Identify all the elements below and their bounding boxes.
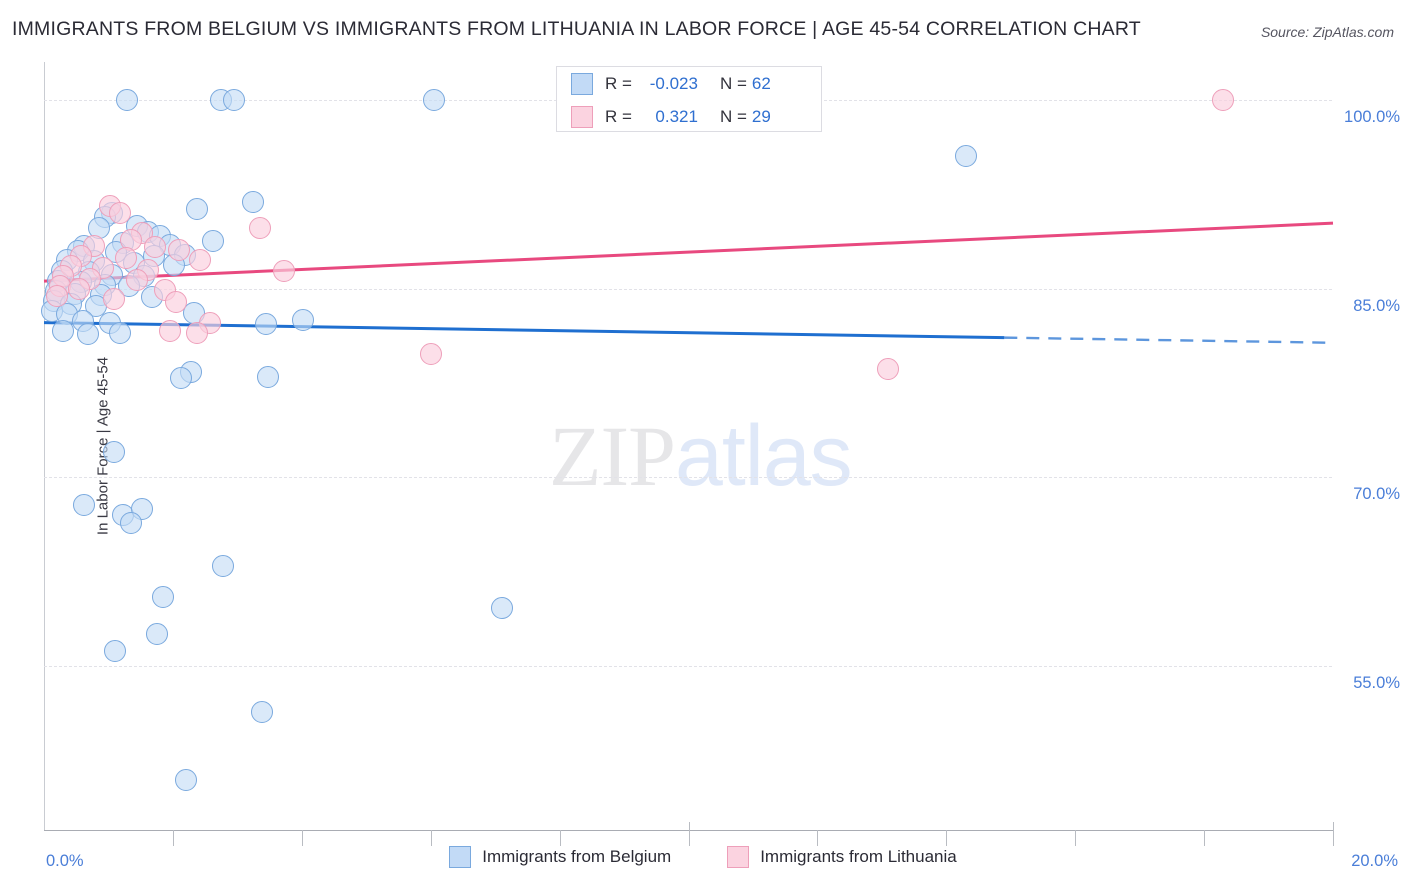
x-tick bbox=[688, 822, 690, 846]
data-point bbox=[954, 145, 977, 168]
data-point bbox=[422, 88, 445, 111]
data-point bbox=[109, 321, 132, 344]
data-point bbox=[52, 320, 75, 343]
y-tick-label: 55.0% bbox=[1353, 674, 1400, 693]
swatch-lithuania-icon bbox=[571, 105, 593, 128]
data-point bbox=[188, 248, 211, 271]
data-point bbox=[292, 309, 315, 332]
x-tick bbox=[172, 830, 174, 846]
data-point bbox=[169, 367, 192, 389]
y-tick-label: 85.0% bbox=[1353, 296, 1400, 315]
data-point bbox=[45, 285, 68, 308]
data-point bbox=[201, 229, 224, 252]
y-axis-line bbox=[44, 62, 45, 830]
x-tick bbox=[1333, 822, 1334, 846]
data-point bbox=[109, 202, 132, 225]
data-point bbox=[165, 291, 188, 314]
r-value-belgium: -0.023 bbox=[649, 73, 698, 93]
data-point bbox=[174, 768, 197, 791]
data-point bbox=[143, 236, 166, 259]
data-point bbox=[242, 190, 265, 213]
data-point bbox=[152, 586, 175, 609]
r-label-belgium: R = bbox=[605, 73, 632, 93]
watermark: ZIPatlas bbox=[549, 406, 853, 506]
stats-legend-box: R = -0.023 N = 62 R = 0.321 N = 29 bbox=[556, 66, 822, 132]
data-point bbox=[212, 554, 235, 577]
data-point bbox=[68, 277, 91, 300]
x-tick bbox=[559, 830, 561, 846]
data-point bbox=[186, 321, 209, 344]
data-point bbox=[250, 700, 273, 723]
data-point bbox=[168, 238, 191, 261]
legend-label-belgium: Immigrants from Belgium bbox=[482, 847, 672, 866]
data-point bbox=[76, 322, 99, 345]
x-tick bbox=[1075, 830, 1077, 846]
y-tick-label: 70.0% bbox=[1353, 485, 1400, 504]
r-label-lithuania: R = bbox=[605, 106, 632, 126]
swatch-belgium-icon bbox=[571, 72, 593, 95]
data-point bbox=[877, 358, 900, 381]
gridline bbox=[44, 288, 1332, 290]
data-point bbox=[223, 88, 246, 111]
legend-label-lithuania: Immigrants from Lithuania bbox=[760, 847, 957, 866]
n-value-lithuania: 29 bbox=[751, 106, 771, 126]
legend-item-belgium[interactable]: Immigrants from Belgium bbox=[449, 846, 671, 868]
watermark-atlas: atlas bbox=[675, 408, 853, 504]
data-point bbox=[103, 640, 126, 663]
x-tick bbox=[817, 830, 819, 846]
y-tick-label: 100.0% bbox=[1344, 107, 1400, 126]
n-value-belgium: 62 bbox=[751, 73, 771, 93]
data-point bbox=[115, 247, 138, 270]
data-point bbox=[158, 320, 181, 343]
x-axis-min-label: 0.0% bbox=[46, 852, 84, 870]
data-point bbox=[257, 365, 280, 388]
series-legend: Immigrants from Belgium Immigrants from … bbox=[0, 846, 1406, 868]
source-label: Source: ZipAtlas.com bbox=[1260, 24, 1394, 40]
data-point bbox=[186, 198, 209, 221]
data-point bbox=[419, 343, 442, 366]
data-point bbox=[145, 622, 168, 645]
data-point bbox=[272, 259, 295, 282]
x-tick bbox=[1204, 830, 1206, 846]
data-point bbox=[72, 494, 95, 517]
page-title: IMMIGRANTS FROM BELGIUM VS IMMIGRANTS FR… bbox=[12, 18, 1141, 40]
gridline bbox=[44, 477, 1332, 479]
data-point bbox=[102, 441, 125, 464]
data-point bbox=[255, 312, 278, 335]
data-point bbox=[120, 511, 142, 534]
stats-row-lithuania: R = 0.321 N = 29 bbox=[557, 100, 821, 133]
legend-swatch-belgium-icon bbox=[449, 846, 472, 868]
data-point bbox=[248, 217, 271, 240]
stats-row-belgium: R = -0.023 N = 62 bbox=[557, 67, 821, 100]
gridline bbox=[44, 666, 1332, 668]
data-point bbox=[126, 268, 149, 291]
data-point bbox=[1212, 88, 1235, 111]
watermark-zip: ZIP bbox=[549, 408, 676, 504]
n-label-belgium: N = bbox=[719, 73, 747, 93]
data-point bbox=[490, 597, 513, 620]
legend-item-lithuania[interactable]: Immigrants from Lithuania bbox=[727, 846, 957, 868]
x-tick bbox=[430, 830, 432, 846]
plot-area: ZIPatlas bbox=[44, 62, 1332, 830]
n-label-lithuania: N = bbox=[719, 106, 747, 126]
data-point bbox=[116, 88, 139, 111]
x-tick bbox=[301, 830, 303, 846]
legend-swatch-lithuania-icon bbox=[727, 846, 750, 868]
x-axis-max-label: 20.0% bbox=[1351, 852, 1398, 870]
r-value-lithuania: 0.321 bbox=[655, 106, 698, 126]
data-point bbox=[102, 287, 125, 310]
x-tick bbox=[946, 830, 948, 846]
